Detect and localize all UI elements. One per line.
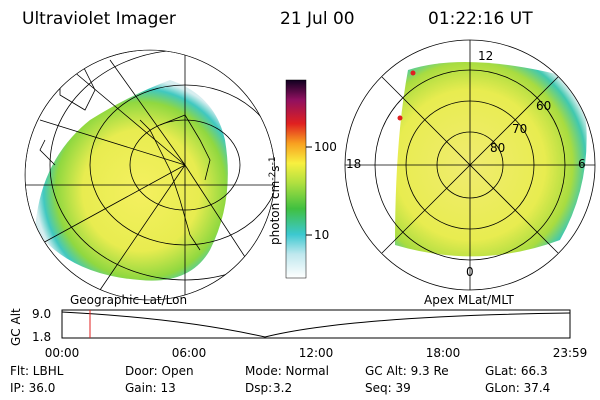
mlt-label: 18 bbox=[346, 157, 361, 171]
time-tick-label: 12:00 bbox=[299, 346, 334, 360]
status-field: Flt: LBHL bbox=[10, 364, 64, 378]
colorbar bbox=[285, 79, 307, 279]
status-field: Seq: 39 bbox=[365, 381, 411, 395]
time-tick-label: 06:00 bbox=[172, 346, 207, 360]
altitude-frame bbox=[61, 309, 571, 339]
altitude-level: 1.8 bbox=[32, 330, 51, 344]
status-field: Mode: Normal bbox=[245, 364, 329, 378]
geographic-image bbox=[24, 49, 276, 301]
colorbar-tick-label: 100 bbox=[314, 140, 337, 154]
lat-label: 70 bbox=[512, 122, 527, 136]
lat-label: 80 bbox=[490, 141, 505, 155]
altitude-level: 9.0 bbox=[32, 307, 51, 321]
unit-exp: -1 bbox=[268, 156, 278, 165]
colorbar-tick-label: 10 bbox=[314, 228, 329, 242]
mlt-label: 12 bbox=[478, 49, 493, 63]
lat-label: 60 bbox=[536, 99, 551, 113]
right-panel-label: Apex MLat/MLT bbox=[424, 293, 514, 307]
time-tick-label: 00:00 bbox=[45, 346, 80, 360]
instrument-title: Ultraviolet Imager bbox=[22, 9, 176, 29]
status-field: GLat: 66.3 bbox=[485, 364, 548, 378]
altitude-axis-label: GC Alt bbox=[9, 308, 23, 346]
unit: s bbox=[268, 165, 282, 171]
unit-exp: -2 bbox=[268, 172, 278, 181]
mlt-label: 6 bbox=[578, 157, 586, 171]
time: 01:22:16 UT bbox=[428, 9, 533, 29]
date: 21 Jul 00 bbox=[280, 9, 355, 29]
status-field: 3.2 bbox=[273, 381, 292, 395]
colorbar-label: photon cm-2s-1 bbox=[268, 156, 282, 245]
status-field: Gain: 13 bbox=[125, 381, 176, 395]
status-field: Dsp: bbox=[245, 381, 272, 395]
mlt-label: 0 bbox=[466, 265, 474, 279]
time-tick-label: 23:59 bbox=[553, 346, 588, 360]
left-panel-label: Geographic Lat/Lon bbox=[70, 293, 187, 307]
status-field: Door: Open bbox=[125, 364, 194, 378]
altitude-curve bbox=[61, 311, 571, 338]
status-field: GLon: 37.4 bbox=[485, 381, 550, 395]
polar-image bbox=[344, 39, 596, 291]
unit: photon cm bbox=[268, 181, 282, 245]
status-field: GC Alt: 9.3 Re bbox=[365, 364, 449, 378]
time-tick-label: 18:00 bbox=[426, 346, 461, 360]
status-field: IP: 36.0 bbox=[10, 381, 55, 395]
